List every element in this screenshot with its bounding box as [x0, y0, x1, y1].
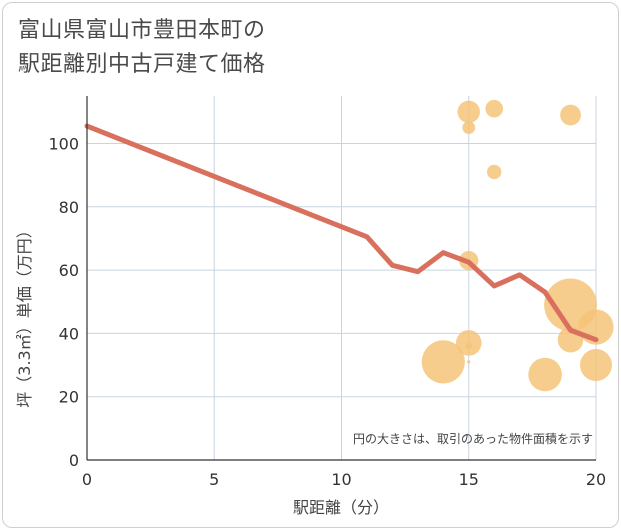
bubble-point [528, 357, 562, 392]
bubble-point [457, 100, 480, 124]
bubble-point [560, 104, 581, 126]
x-tick-label: 0 [82, 470, 92, 489]
line-layer [84, 123, 599, 343]
y-tick-label: 40 [59, 324, 79, 343]
y-axis-label: 坪（3.3㎡）単価（万円） [15, 222, 34, 407]
y-tick-label: 100 [48, 134, 79, 153]
chart-title: 富山県富山市豊田本町の 駅距離別中古戸建て価格 [18, 14, 578, 82]
bubble-point [580, 349, 612, 382]
x-tick-label: 15 [459, 470, 479, 489]
axes [86, 96, 596, 461]
bubble-point [467, 360, 471, 364]
bubble-point [465, 342, 472, 350]
y-tick-label: 60 [59, 261, 79, 280]
size-note: 円の大きさは、取引のあった物件面積を示す [353, 431, 593, 446]
x-tick-label: 5 [209, 470, 219, 489]
y-tick-label: 80 [59, 198, 79, 217]
y-tick-label: 20 [59, 388, 79, 407]
x-axis-label: 駅距離（分） [293, 498, 389, 517]
bubble-point [487, 164, 502, 180]
bubble-point [462, 121, 476, 135]
x-tick-label: 20 [586, 470, 606, 489]
grid-lines [87, 96, 597, 460]
bubble-point [421, 340, 465, 384]
series-line-average [84, 123, 599, 343]
bubble-point [485, 99, 504, 118]
bubble-layer [421, 99, 614, 392]
tick-labels: 0 5 10 15 20 0 20 40 60 80 100 [48, 134, 606, 489]
chart-title-line-2: 駅距離別中古戸建て価格 [18, 52, 266, 77]
x-tick-label: 10 [331, 470, 351, 489]
y-tick-label: 0 [69, 451, 79, 470]
chart-title-line-1: 富山県富山市豊田本町の [18, 18, 266, 43]
